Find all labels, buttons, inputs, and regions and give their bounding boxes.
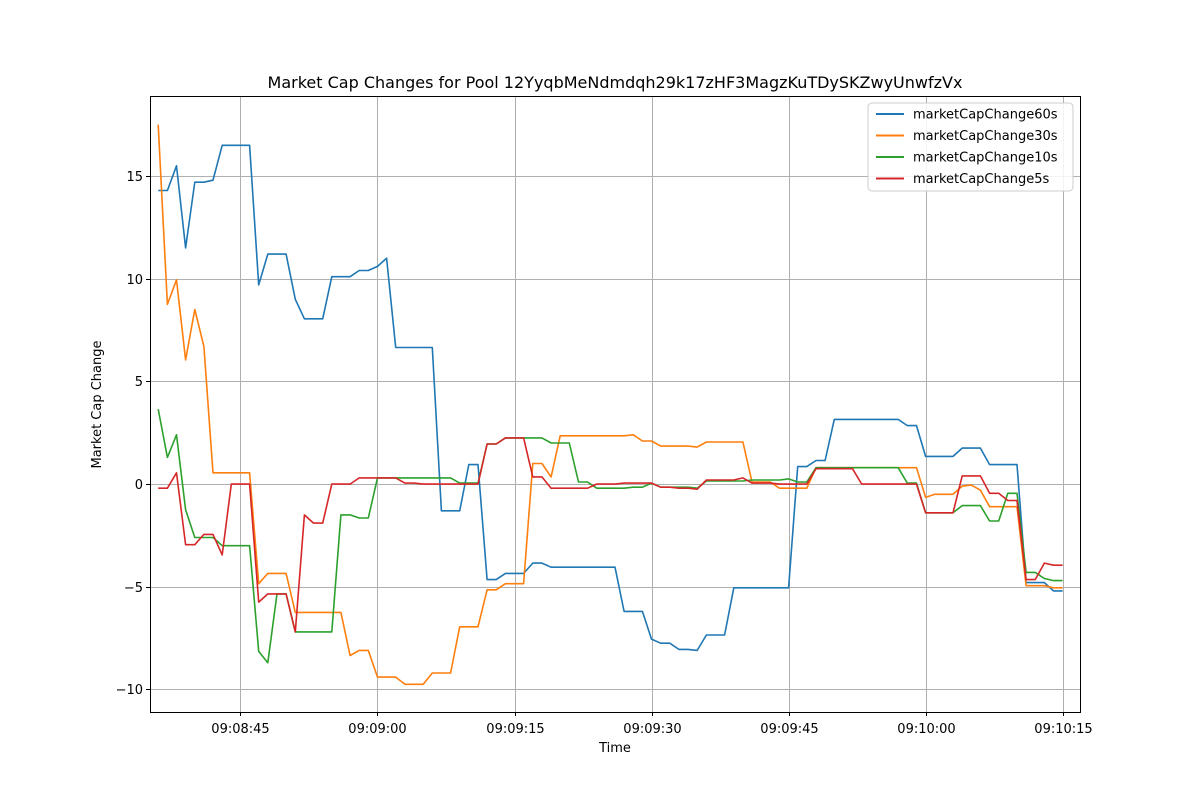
x-axis-label: Time	[598, 741, 631, 756]
legend-box	[867, 102, 1074, 192]
y-tick-label: 15	[126, 170, 143, 185]
chart-title: Market Cap Changes for Pool 12YyqbMeNdmd…	[268, 73, 963, 92]
x-tick-label: 09:09:45	[760, 722, 818, 737]
y-tick-label: 0	[135, 478, 143, 493]
plot-area	[150, 96, 1081, 713]
legend-entry: marketCapChange5s	[913, 172, 1049, 187]
y-tick-label: 10	[126, 273, 143, 288]
series-line-marketCapChange60s	[158, 144, 1063, 652]
x-tick-label: 09:10:15	[1034, 722, 1092, 737]
x-axis: 09:08:45 09:09:00 09:09:15 09:09:30 09:09:45…	[211, 712, 1093, 737]
y-tick-label: 5	[135, 375, 143, 390]
legend: marketCapChange60s marketCapChange30s mark…	[867, 102, 1074, 192]
x-tick-label: 09:10:00	[897, 722, 955, 737]
series-line-marketCapChange5s	[158, 437, 1063, 633]
series-line-marketCapChange10s	[157, 408, 1063, 664]
series-layer	[157, 124, 1063, 686]
y-axis-label: Market Cap Change	[90, 340, 105, 468]
x-tick-label: 09:08:45	[211, 722, 269, 737]
legend-entry: marketCapChange60s	[913, 108, 1058, 123]
x-tick-label: 09:09:15	[486, 722, 544, 737]
x-tick-label: 09:09:30	[623, 722, 681, 737]
legend-entry: marketCapChange30s	[913, 129, 1058, 144]
legend-entry: marketCapChange10s	[913, 151, 1058, 166]
series-line-marketCapChange30s	[157, 124, 1063, 686]
x-tick-label: 09:09:00	[348, 722, 406, 737]
y-tick-label: −10	[116, 683, 143, 698]
y-axis: −10 −5 0 5 10 15	[116, 170, 150, 698]
y-tick-label: −5	[124, 581, 143, 596]
